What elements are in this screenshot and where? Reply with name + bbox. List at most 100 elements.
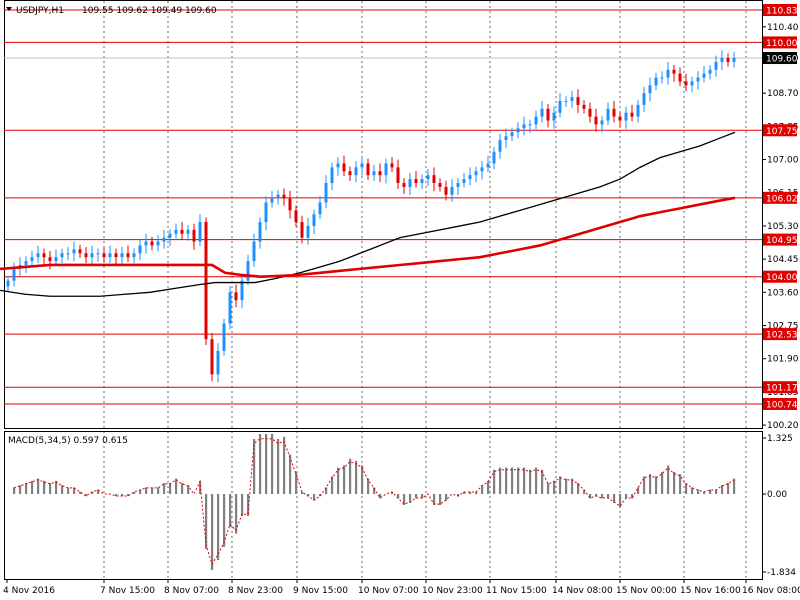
level-label: 110.83 (766, 7, 798, 17)
macd-bar (439, 494, 442, 505)
macd-bar (715, 489, 718, 494)
candle-body (474, 171, 478, 176)
macd-bar (649, 474, 652, 494)
candle-body (204, 222, 208, 340)
ma-slow-line (0, 131, 736, 297)
x-tick-label: 14 Nov 08:00 (552, 586, 613, 596)
y-tick-label: 101.90 (767, 355, 799, 365)
macd-bar (667, 465, 670, 494)
macd-bar (127, 494, 130, 497)
y-tick-label: 100.20 (767, 421, 799, 431)
macd-bar (271, 434, 274, 494)
candle-body (588, 108, 592, 117)
candle-body (108, 253, 112, 258)
level-labels: 110.83 110.00 107.75 106.02 104.95 104.00 102.… (763, 4, 798, 411)
candle-body (162, 237, 166, 242)
candle-body (642, 93, 646, 105)
x-tick-label: 10 Nov 23:00 (422, 586, 483, 596)
level-label: 100.74 (766, 401, 798, 411)
y-tick-label: 103.60 (767, 288, 799, 298)
candle-body (612, 108, 616, 117)
candle-body (150, 241, 154, 246)
candle-body (534, 116, 538, 125)
candle-body (540, 108, 544, 117)
macd-bar (475, 491, 478, 494)
candle-body (528, 124, 532, 126)
candle-body (288, 198, 292, 211)
macd-bar (235, 494, 238, 534)
candle-body (432, 175, 436, 183)
candle-body (306, 225, 310, 238)
macd-signal-line (13, 438, 735, 566)
candle-body (66, 253, 70, 255)
macd-bar (613, 494, 616, 503)
candle-body (504, 136, 508, 141)
macd-bar (337, 467, 340, 494)
macd-bar (643, 476, 646, 494)
macd-bar (61, 485, 64, 494)
macd-bar (349, 458, 352, 494)
macd-bar (595, 494, 598, 497)
candle-body (408, 179, 412, 187)
macd-bar (211, 494, 214, 570)
x-tick-label: 4 Nov 2016 (3, 586, 55, 596)
candle-body (366, 163, 370, 176)
candle-body (180, 229, 184, 234)
y-tick-label: 107.00 (767, 156, 799, 166)
candle-body (276, 194, 280, 199)
vertical-grid (103, 1, 747, 579)
candle-body (636, 104, 640, 117)
ohlc-values: 109.55 109.62 109.49 109.60 (82, 6, 217, 16)
macd-bar (151, 487, 154, 494)
candle-body (42, 253, 46, 258)
macd-bar (283, 436, 286, 494)
candle-body (486, 163, 490, 168)
macd-bar (565, 478, 568, 494)
candle-body (462, 179, 466, 183)
y-tick-label: 104.45 (767, 255, 799, 265)
candle-body (156, 241, 160, 246)
macd-bar (187, 485, 190, 494)
candle-body (498, 140, 502, 152)
macd-bar (253, 439, 256, 494)
candle-body (90, 253, 94, 258)
macd-bar (589, 494, 592, 499)
candle-body (270, 198, 274, 203)
macd-bar (277, 439, 280, 494)
macd-bar (553, 480, 556, 494)
macd-tick-label: -1.834 (767, 568, 796, 578)
macd-bar (685, 483, 688, 494)
level-label: 101.17 (766, 384, 798, 394)
macd-bar (673, 472, 676, 494)
macd-bar (409, 494, 412, 503)
level-badge (763, 270, 797, 283)
candle-body (348, 171, 352, 176)
macd-bar (157, 487, 160, 494)
candles (6, 50, 736, 383)
macd-bar (679, 474, 682, 494)
candle-body (690, 81, 694, 86)
macd-bar (403, 494, 406, 505)
candle-body (216, 350, 220, 375)
candle-body (372, 171, 376, 176)
candle-body (618, 116, 622, 121)
candle-body (624, 112, 628, 121)
macd-bar (97, 489, 100, 494)
x-tick-label: 15 Nov 16:00 (680, 586, 741, 596)
candle-body (516, 128, 520, 133)
candle-body (576, 97, 580, 105)
macd-bar (169, 483, 172, 494)
candle-body (6, 280, 10, 287)
level-badge (763, 233, 797, 246)
macd-bar (229, 494, 232, 527)
candle-body (354, 167, 358, 176)
candle-body (330, 167, 334, 183)
dropdown-arrow-icon[interactable] (6, 7, 12, 11)
level-label: 106.02 (766, 194, 798, 204)
macd-bar (691, 487, 694, 494)
macd-bar (199, 480, 202, 494)
candle-body (54, 257, 58, 262)
macd-bar (91, 491, 94, 494)
candle-body (414, 179, 418, 183)
